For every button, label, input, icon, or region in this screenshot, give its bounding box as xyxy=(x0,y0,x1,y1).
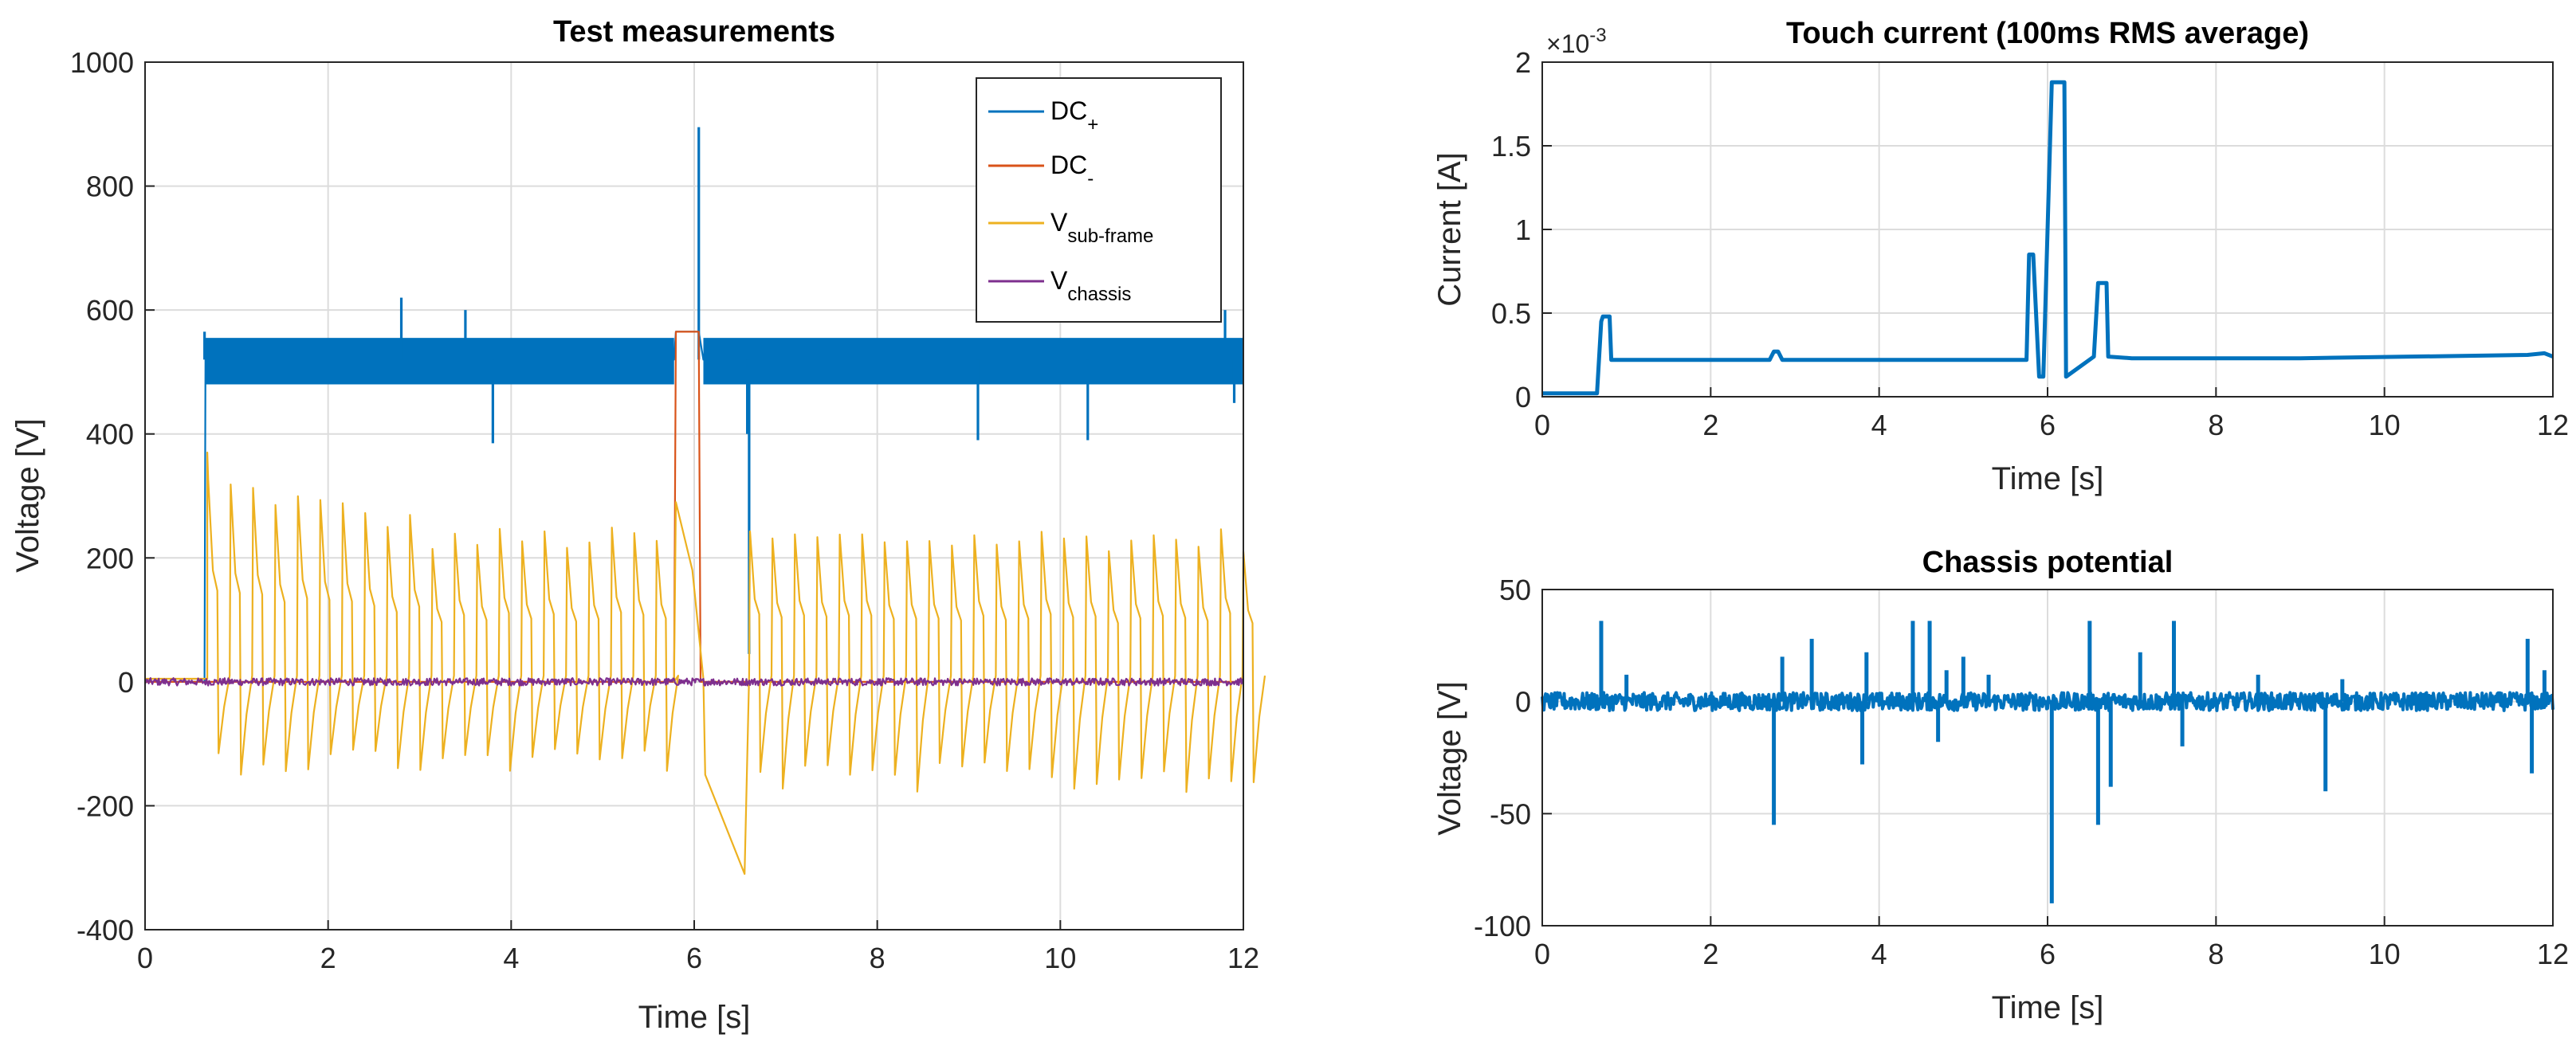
y-tick-label: -200 xyxy=(77,789,134,822)
touch-current-chart: 0 2 4 6 8 10 12 0 0.5 1 1.5 2 Touch current (100ms … xyxy=(1432,17,2569,496)
series-band-dc- xyxy=(205,338,674,385)
legend-subscript: - xyxy=(1087,168,1094,190)
x-tick-label: 0 xyxy=(1534,409,1550,441)
legend-entry-v-chassis: Vchassis xyxy=(988,266,1131,305)
x-tick-label: 6 xyxy=(2040,938,2056,970)
x-tick-label: 8 xyxy=(2208,938,2224,970)
tick-labels: 0 2 4 6 8 10 12 -400 -200 0 200 400 600 800 1000 xyxy=(70,46,1259,974)
svg-text:DC+: DC+ xyxy=(1050,96,1098,135)
y-tick-label: -400 xyxy=(77,914,134,946)
x-tick-label: 4 xyxy=(1871,409,1887,441)
x-tick-label: 12 xyxy=(2537,409,2569,441)
y-axis-label: Voltage [V] xyxy=(10,418,45,572)
y-tick-label: -100 xyxy=(1474,910,1531,942)
y-tick-label: 1000 xyxy=(70,46,134,79)
y-tick-label: 2 xyxy=(1515,46,1531,79)
series-band-dc- xyxy=(703,338,1243,385)
y-axis-label: Current [A] xyxy=(1432,152,1467,306)
test-measurements-chart: 0 2 4 6 8 10 12 -400 -200 0 200 400 600 800 1000 Test … xyxy=(10,15,1266,1035)
y-axis-label: Voltage [V] xyxy=(1432,681,1467,835)
tick-labels: 0 2 4 6 8 10 12 0 0.5 1 1.5 2 xyxy=(1491,46,2569,441)
series-line-series-0 xyxy=(1542,80,2554,396)
x-axis-label: Time [s] xyxy=(638,1000,751,1035)
x-tick-label: 8 xyxy=(2208,409,2224,441)
x-tick-label: 4 xyxy=(1871,938,1887,970)
x-tick-label: 10 xyxy=(1044,942,1076,974)
y-tick-label: 0 xyxy=(118,666,134,699)
series-line-vsub-frame xyxy=(145,451,1266,876)
series-lines xyxy=(1541,621,2554,903)
y-tick-label: 0 xyxy=(1515,686,1531,719)
x-tick-label: 10 xyxy=(2369,938,2401,970)
x-tick-label: 6 xyxy=(2040,409,2056,441)
x-axis-label: Time [s] xyxy=(1992,990,2104,1025)
legend-label: DC xyxy=(1050,96,1087,125)
x-tick-label: 0 xyxy=(137,942,153,974)
y-tick-label: 800 xyxy=(86,170,134,203)
legend-entry-dc-minus: DC- xyxy=(988,151,1094,190)
y-tick-label: 200 xyxy=(86,542,134,574)
legend-entry-dc-plus: DC+ xyxy=(988,96,1098,135)
y-tick-label: 1 xyxy=(1515,214,1531,246)
y-tick-label: 50 xyxy=(1499,574,1531,606)
y-tick-label: 1.5 xyxy=(1491,130,1531,163)
chassis-potential-chart: 0 2 4 6 8 10 12 -100 -50 0 50 Chassis potential Ti… xyxy=(1432,546,2569,1025)
series-lines xyxy=(1542,80,2554,396)
legend-label: DC xyxy=(1050,151,1087,179)
series-line-series-0 xyxy=(1541,691,2554,712)
svg-text:Vchassis: Vchassis xyxy=(1050,266,1131,305)
chart-title: Chassis potential xyxy=(1922,546,2174,579)
x-tick-label: 4 xyxy=(503,942,519,974)
plot-border xyxy=(1541,61,2554,398)
x-tick-label: 12 xyxy=(1227,942,1259,974)
legend: DC+ DC- Vsub-frame Vchassis xyxy=(976,77,1222,323)
y-tick-label: 600 xyxy=(86,294,134,327)
legend-entry-v-sub-frame: Vsub-frame xyxy=(988,208,1153,247)
legend-subscript: + xyxy=(1087,114,1098,135)
legend-label: V xyxy=(1050,208,1068,237)
svg-text:Vsub-frame: Vsub-frame xyxy=(1050,208,1153,247)
plot-border xyxy=(1541,589,2554,927)
chart-title: Touch current (100ms RMS average) xyxy=(1786,17,2309,50)
y-tick-label: 0.5 xyxy=(1491,297,1531,330)
series-lines xyxy=(144,127,1266,876)
x-axis-label: Time [s] xyxy=(1992,461,2104,496)
tick-labels: 0 2 4 6 8 10 12 -100 -50 0 50 xyxy=(1474,574,2569,970)
x-tick-label: 12 xyxy=(2537,938,2569,970)
x-tick-label: 10 xyxy=(2369,409,2401,441)
x-tick-label: 6 xyxy=(686,942,702,974)
y-tick-label: 400 xyxy=(86,418,134,451)
y-tick-label: 0 xyxy=(1515,381,1531,413)
y-tick-label: -50 xyxy=(1490,797,1531,830)
axis-exponent: ×10-3 xyxy=(1546,25,1607,58)
x-tick-label: 2 xyxy=(1702,938,1718,970)
legend-subscript: chassis xyxy=(1067,284,1131,305)
legend-label: V xyxy=(1050,266,1068,295)
chart-title: Test measurements xyxy=(553,15,835,49)
plot-border xyxy=(144,61,1244,931)
x-tick-label: 2 xyxy=(320,942,336,974)
x-tick-label: 2 xyxy=(1702,409,1718,441)
x-tick-label: 0 xyxy=(1534,938,1550,970)
legend-subscript: sub-frame xyxy=(1067,225,1153,247)
x-tick-label: 8 xyxy=(870,942,886,974)
series-line-vchassis xyxy=(144,677,1245,687)
svg-text:DC-: DC- xyxy=(1050,151,1094,190)
